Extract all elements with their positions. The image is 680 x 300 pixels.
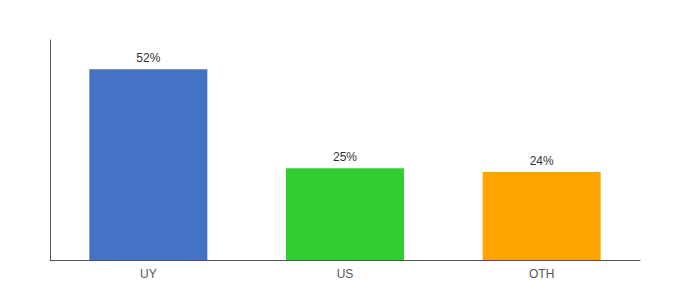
- svg-text:OTH: OTH: [529, 267, 554, 281]
- svg-text:US: US: [337, 267, 354, 281]
- svg-text:52%: 52%: [136, 51, 160, 65]
- svg-text:24%: 24%: [530, 154, 554, 168]
- svg-text:25%: 25%: [333, 150, 357, 164]
- svg-text:UY: UY: [140, 267, 157, 281]
